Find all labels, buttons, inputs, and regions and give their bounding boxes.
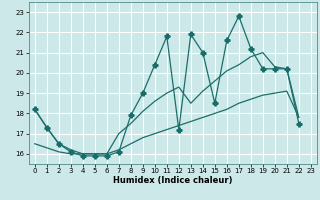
X-axis label: Humidex (Indice chaleur): Humidex (Indice chaleur) (113, 176, 233, 185)
